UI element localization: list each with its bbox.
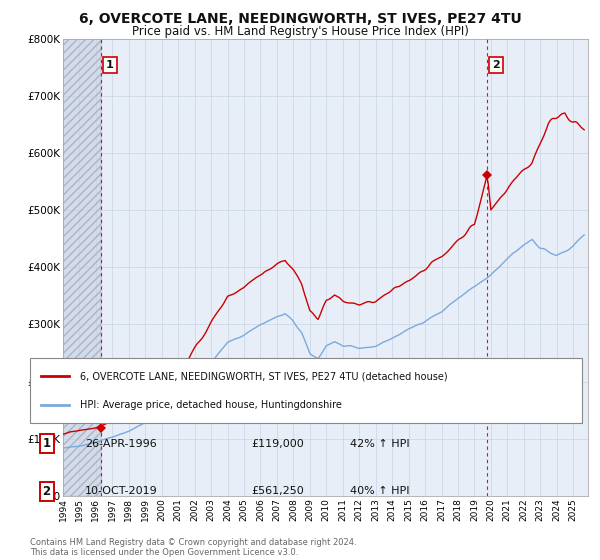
Text: HPI: Average price, detached house, Huntingdonshire: HPI: Average price, detached house, Hunt… [80,400,341,410]
Text: 1: 1 [43,437,50,450]
Text: Contains HM Land Registry data © Crown copyright and database right 2024.
This d: Contains HM Land Registry data © Crown c… [30,538,356,557]
Text: 10-OCT-2019: 10-OCT-2019 [85,486,158,496]
Text: £561,250: £561,250 [251,486,304,496]
Text: 26-APR-1996: 26-APR-1996 [85,438,157,449]
Text: Price paid vs. HM Land Registry's House Price Index (HPI): Price paid vs. HM Land Registry's House … [131,25,469,38]
Text: 2: 2 [43,484,50,498]
FancyBboxPatch shape [30,358,582,423]
Text: 6, OVERCOTE LANE, NEEDINGWORTH, ST IVES, PE27 4TU (detached house): 6, OVERCOTE LANE, NEEDINGWORTH, ST IVES,… [80,371,448,381]
Text: 6, OVERCOTE LANE, NEEDINGWORTH, ST IVES, PE27 4TU: 6, OVERCOTE LANE, NEEDINGWORTH, ST IVES,… [79,12,521,26]
Text: 42% ↑ HPI: 42% ↑ HPI [350,438,410,449]
Text: £119,000: £119,000 [251,438,304,449]
Bar [63,39,101,496]
Text: 40% ↑ HPI: 40% ↑ HPI [350,486,410,496]
Text: 2: 2 [492,60,500,70]
Text: 1: 1 [106,60,114,70]
Bar [63,39,101,496]
